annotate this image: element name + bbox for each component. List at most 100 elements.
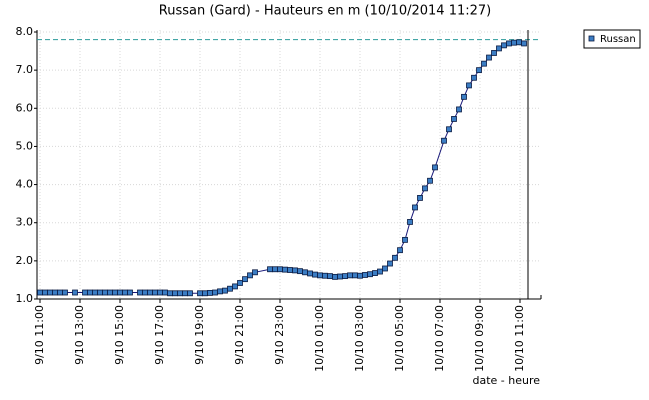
data-point <box>357 272 363 279</box>
data-point <box>441 137 447 144</box>
data-point <box>107 289 113 296</box>
data-point <box>481 60 487 67</box>
data-point <box>516 39 522 46</box>
data-point <box>297 268 303 275</box>
data-point <box>342 273 348 280</box>
data-point <box>446 126 452 133</box>
data-point <box>207 289 213 296</box>
data-point <box>476 67 482 74</box>
data-point <box>122 289 128 296</box>
data-point <box>177 290 183 297</box>
data-point <box>117 289 123 296</box>
data-point <box>451 116 457 122</box>
data-point <box>182 290 188 297</box>
data-point <box>47 289 53 296</box>
data-point <box>102 289 108 296</box>
data-point <box>52 289 58 296</box>
data-point <box>252 269 258 276</box>
data-point <box>187 290 193 297</box>
x-tick-label: 9/10 11:00 <box>33 305 46 365</box>
data-point <box>427 177 433 184</box>
data-point <box>197 290 203 297</box>
x-tick-label: 10/10 11:00 <box>513 305 526 372</box>
data-point <box>461 93 467 100</box>
x-tick-label: 9/10 23:00 <box>273 305 286 365</box>
data-point <box>232 283 238 290</box>
data-point <box>466 82 472 89</box>
data-point <box>367 271 373 278</box>
x-tick-label: 10/10 03:00 <box>353 305 366 372</box>
data-point <box>157 289 163 296</box>
data-point <box>397 247 403 254</box>
data-point <box>212 289 218 296</box>
data-point <box>162 289 168 296</box>
data-point <box>142 289 148 296</box>
data-point <box>387 260 393 267</box>
data-point <box>267 266 273 273</box>
data-point <box>292 267 298 274</box>
chart-title: Russan (Gard) - Hauteurs en m (10/10/201… <box>159 4 491 19</box>
data-point <box>377 268 383 275</box>
data-point <box>372 270 378 276</box>
data-point <box>382 265 388 272</box>
data-point <box>172 290 178 297</box>
data-point <box>37 289 43 296</box>
data-point <box>57 289 63 296</box>
data-point <box>217 288 223 295</box>
data-point <box>167 290 173 297</box>
y-tick-label: 4.0 <box>16 178 34 191</box>
data-point <box>307 270 313 277</box>
data-point <box>282 266 288 273</box>
data-point <box>496 45 502 52</box>
x-tick-label: 9/10 19:00 <box>193 305 206 365</box>
data-point <box>332 273 338 280</box>
data-point <box>407 219 413 225</box>
x-tick-label: 9/10 17:00 <box>153 305 166 365</box>
legend-box <box>583 29 641 49</box>
data-point <box>277 266 283 273</box>
data-point <box>417 195 423 201</box>
data-point <box>72 289 78 296</box>
data-point <box>62 289 68 296</box>
x-tick-label: 10/10 09:00 <box>473 305 486 372</box>
data-point <box>287 267 293 273</box>
data-point <box>362 272 368 278</box>
y-tick-label: 8.0 <box>16 25 34 38</box>
x-tick-label: 9/10 21:00 <box>233 305 246 365</box>
x-tick-label: 10/10 07:00 <box>433 305 446 372</box>
data-point <box>402 236 408 243</box>
series-line <box>40 41 525 294</box>
data-point <box>352 272 358 279</box>
data-point <box>237 280 243 286</box>
data-point <box>222 287 228 294</box>
data-point <box>511 39 517 46</box>
data-point <box>82 289 88 296</box>
y-tick-label: 3.0 <box>16 216 34 229</box>
data-point <box>317 272 323 279</box>
data-point <box>127 289 133 296</box>
y-tick-label: 6.0 <box>16 101 34 114</box>
data-point <box>486 54 492 61</box>
data-point <box>87 289 93 296</box>
data-point <box>392 254 398 261</box>
data-point <box>137 289 143 296</box>
data-point <box>92 289 98 296</box>
data-point <box>501 42 507 49</box>
data-point <box>471 74 477 81</box>
data-point <box>42 289 48 296</box>
data-point <box>112 289 118 296</box>
data-point <box>202 290 208 297</box>
data-point <box>456 106 462 113</box>
data-point <box>227 285 233 292</box>
data-point <box>422 185 428 192</box>
data-point <box>506 40 512 47</box>
data-point <box>337 273 343 280</box>
data-point <box>491 50 497 56</box>
legend-label: Russan <box>600 34 636 45</box>
data-point <box>412 204 418 211</box>
data-point <box>247 272 253 279</box>
data-point <box>302 269 308 276</box>
x-tick-label: 10/10 05:00 <box>393 305 406 372</box>
data-point <box>432 164 438 171</box>
